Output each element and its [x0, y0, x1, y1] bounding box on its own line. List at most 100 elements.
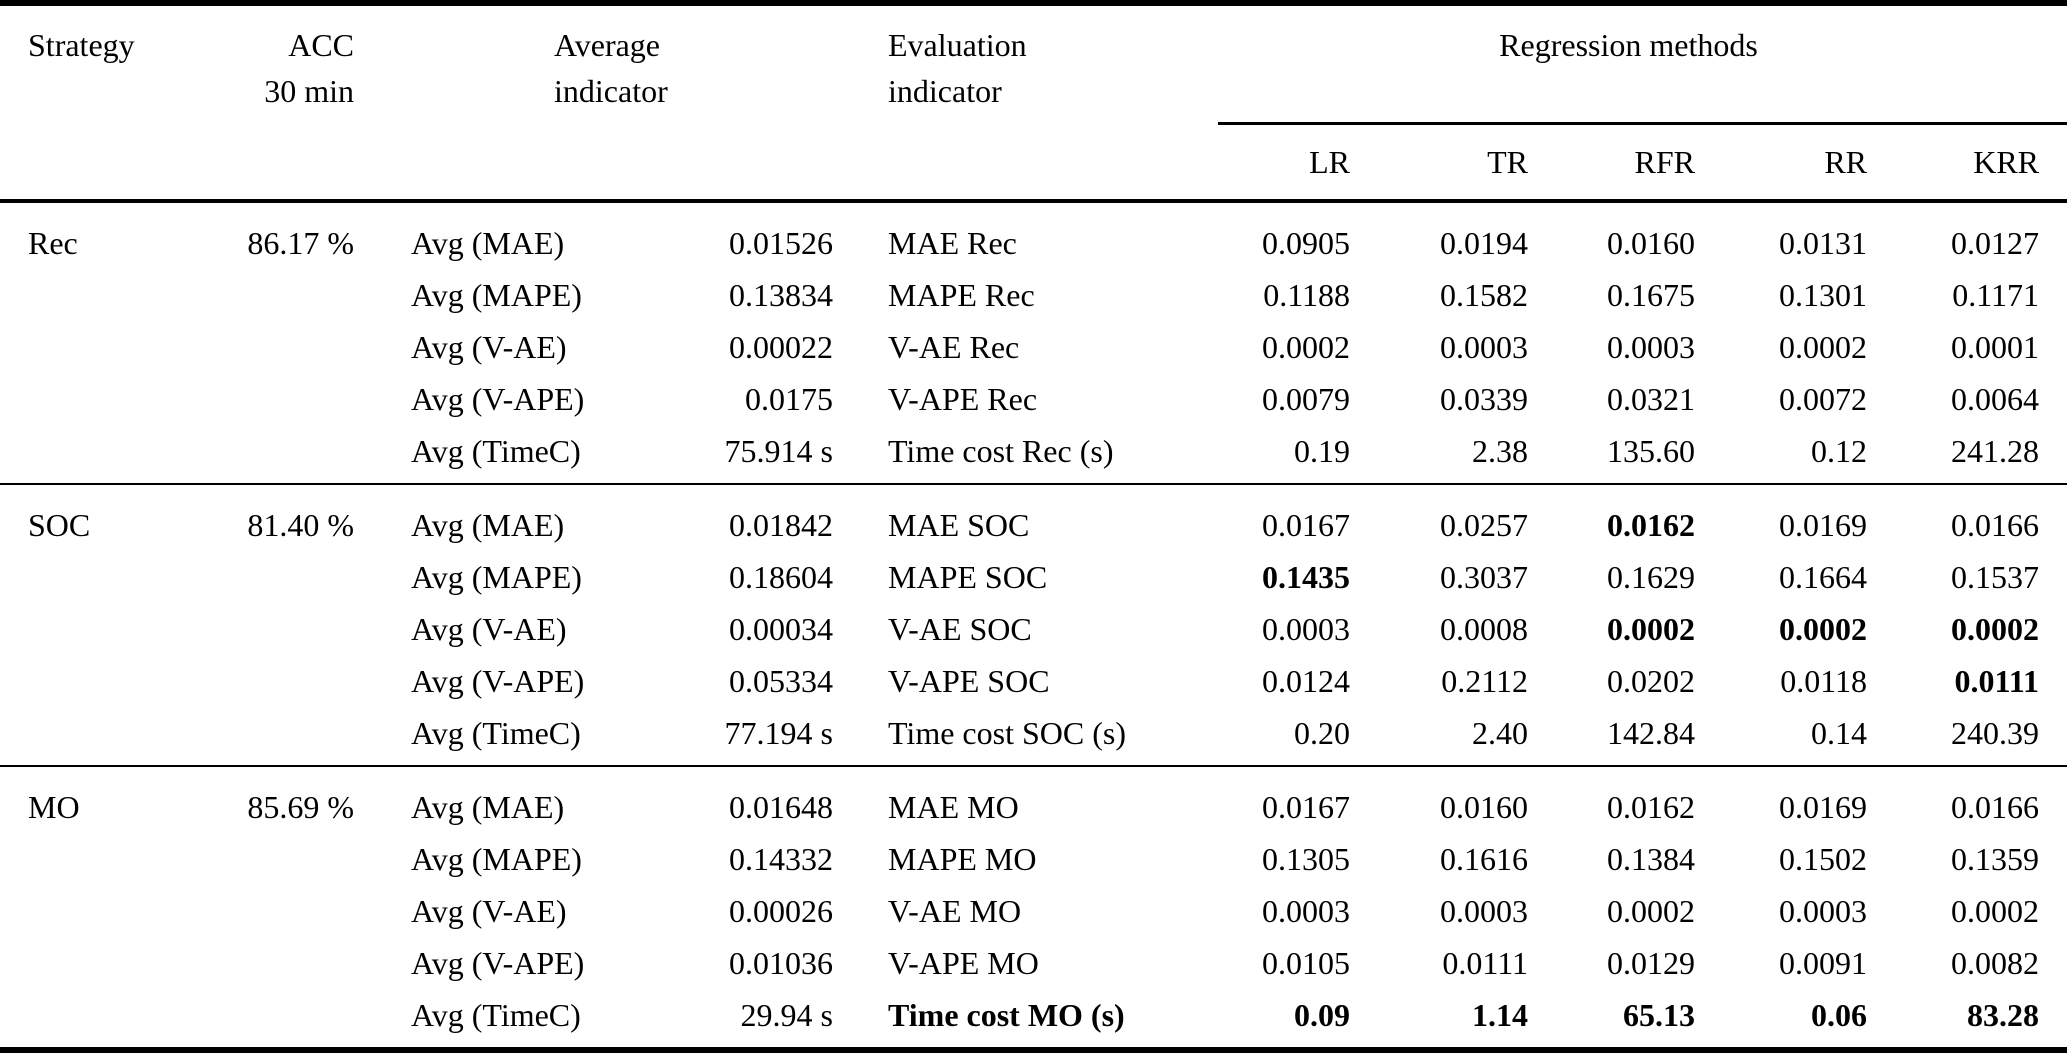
table-header: Strategy ACC 30 min Average indicator Ev… [0, 6, 2067, 114]
evaluation-indicator-label: Time cost SOC (s) [888, 715, 1126, 751]
value-rr: 0.0002 [1779, 611, 1867, 647]
table-bottom-rule [0, 1047, 2067, 1053]
value-rr: 0.0169 [1779, 789, 1867, 825]
evaluation-indicator-label: V-APE MO [888, 945, 1039, 981]
avg-indicator-value: 0.14332 [729, 841, 833, 877]
col-header-strategy-label: Strategy [28, 27, 135, 63]
value-lr: 0.0167 [1262, 507, 1350, 543]
value-lr: 0.0167 [1262, 789, 1350, 825]
strategy-cell: Rec [28, 225, 78, 261]
value-rr: 0.0003 [1779, 893, 1867, 929]
value-tr: 2.38 [1472, 433, 1528, 469]
value-rr: 0.06 [1811, 997, 1867, 1033]
value-rr: 0.1301 [1779, 277, 1867, 313]
col-header-rr: RR [1824, 144, 1867, 180]
value-rr: 0.14 [1811, 715, 1867, 751]
value-rr: 0.0118 [1780, 663, 1867, 699]
header-separator-rule [0, 199, 2067, 203]
value-lr: 0.20 [1294, 715, 1350, 751]
table-top-rule [0, 0, 2067, 6]
avg-indicator-value: 0.0175 [745, 381, 833, 417]
value-tr: 0.0003 [1440, 893, 1528, 929]
strategy-block-rec: Rec 86.17 % Avg (MAE) 0.01526 MAE Rec 0.0905 0… [0, 203, 2067, 483]
avg-indicator-label: Avg (V-APE) [411, 945, 585, 981]
col-group-header-regression-methods: Regression methods [1499, 27, 1758, 63]
value-krr: 0.0111 [1954, 663, 2039, 699]
value-rfr: 0.0002 [1607, 611, 1695, 647]
value-rr: 0.12 [1811, 433, 1867, 469]
avg-indicator-value: 0.00026 [729, 893, 833, 929]
value-krr: 0.0127 [1951, 225, 2039, 261]
strategy-block-mo: MO 85.69 % Avg (MAE) 0.01648 MAE MO 0.0167 0.0… [0, 767, 2067, 1047]
acc-value: 81.40 % [247, 507, 354, 543]
avg-indicator-label: Avg (TimeC) [411, 715, 581, 751]
value-tr: 0.0160 [1440, 789, 1528, 825]
value-rr: 0.0002 [1779, 329, 1867, 365]
value-krr: 0.0166 [1951, 789, 2039, 825]
value-tr: 0.0111 [1442, 945, 1528, 981]
avg-indicator-label: Avg (MAPE) [411, 559, 582, 595]
avg-indicator-value: 75.914 s [724, 433, 833, 469]
col-header-strategy: Strategy [28, 22, 158, 114]
value-tr: 0.1616 [1440, 841, 1528, 877]
avg-indicator-value: 0.01842 [729, 507, 833, 543]
value-lr: 0.0002 [1262, 329, 1350, 365]
value-tr: 0.0003 [1440, 329, 1528, 365]
avg-indicator-label: Avg (MAE) [411, 507, 565, 543]
value-rr: 0.1664 [1779, 559, 1867, 595]
col-header-lr: LR [1309, 144, 1350, 180]
avg-indicator-label: Avg (MAE) [411, 789, 565, 825]
col-header-acc-line2: 30 min [264, 73, 354, 109]
value-rfr: 135.60 [1607, 433, 1695, 469]
col-header-acc: ACC 30 min [158, 22, 354, 114]
value-lr: 0.1305 [1262, 841, 1350, 877]
regression-methods-subheader: LR TR RFR RR KRR [0, 114, 2067, 199]
evaluation-indicator-label: MAE MO [888, 789, 1019, 825]
value-lr: 0.0003 [1262, 893, 1350, 929]
evaluation-indicator-label: V-AE Rec [888, 329, 1020, 365]
value-krr: 0.0002 [1951, 611, 2039, 647]
evaluation-indicator-label: V-APE Rec [888, 381, 1038, 417]
avg-indicator-value: 0.01526 [729, 225, 833, 261]
avg-indicator-value: 0.18604 [729, 559, 833, 595]
evaluation-indicator-label: MAE SOC [888, 507, 1030, 543]
evaluation-indicator-label: Time cost MO (s) [888, 997, 1125, 1033]
avg-indicator-value: 0.05334 [729, 663, 833, 699]
strategy-cell: MO [28, 789, 80, 825]
evaluation-indicator-label: Time cost Rec (s) [888, 433, 1114, 469]
acc-value: 86.17 % [247, 225, 354, 261]
value-rfr: 0.0162 [1607, 507, 1695, 543]
value-krr: 83.28 [1967, 997, 2039, 1033]
value-lr: 0.1435 [1262, 559, 1350, 595]
avg-indicator-value: 0.00022 [729, 329, 833, 365]
value-lr: 0.09 [1294, 997, 1350, 1033]
value-rfr: 0.1384 [1607, 841, 1695, 877]
avg-indicator-label: Avg (V-AE) [411, 329, 567, 365]
avg-indicator-value: 0.00034 [729, 611, 833, 647]
value-rr: 0.0169 [1779, 507, 1867, 543]
col-header-average-line1: Average [554, 27, 660, 63]
evaluation-indicator-label: MAPE Rec [888, 277, 1035, 313]
avg-indicator-label: Avg (MAPE) [411, 841, 582, 877]
value-krr: 0.0166 [1951, 507, 2039, 543]
avg-indicator-label: Avg (MAE) [411, 225, 565, 261]
value-rr: 0.0131 [1779, 225, 1867, 261]
value-tr: 0.0339 [1440, 381, 1528, 417]
col-header-rfr: RFR [1634, 144, 1695, 180]
value-lr: 0.19 [1294, 433, 1350, 469]
avg-indicator-label: Avg (V-AE) [411, 893, 567, 929]
value-rfr: 0.0202 [1607, 663, 1695, 699]
value-tr: 1.14 [1472, 997, 1528, 1033]
value-krr: 0.0082 [1951, 945, 2039, 981]
evaluation-indicator-label: V-APE SOC [888, 663, 1050, 699]
value-rfr: 0.1675 [1607, 277, 1695, 313]
col-header-average-indicator: Average indicator [354, 22, 833, 114]
value-tr: 0.0257 [1440, 507, 1528, 543]
regression-group-rule [1218, 122, 2067, 125]
value-lr: 0.0003 [1262, 611, 1350, 647]
value-rr: 0.1502 [1779, 841, 1867, 877]
acc-value: 85.69 % [247, 789, 354, 825]
value-rfr: 142.84 [1607, 715, 1695, 751]
value-krr: 0.0064 [1951, 381, 2039, 417]
